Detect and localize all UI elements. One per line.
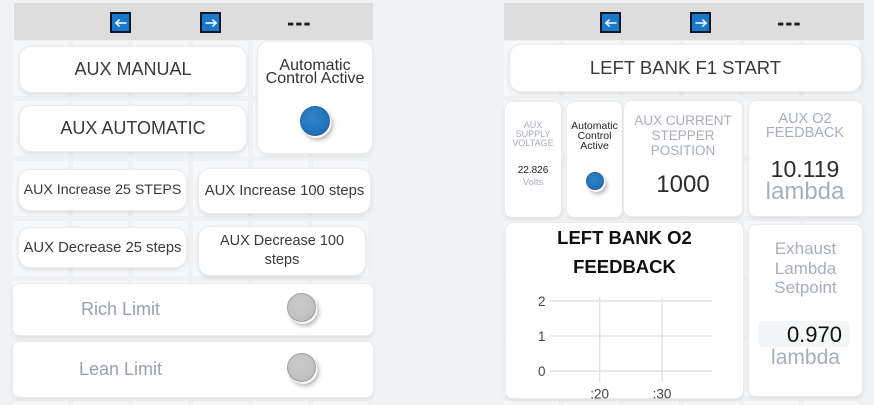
svg-text:2: 2 bbox=[538, 294, 546, 309]
svg-text:1: 1 bbox=[538, 329, 546, 344]
svg-text::20: :20 bbox=[590, 387, 609, 402]
svg-text::30: :30 bbox=[653, 387, 672, 402]
svg-text:0: 0 bbox=[538, 364, 546, 379]
